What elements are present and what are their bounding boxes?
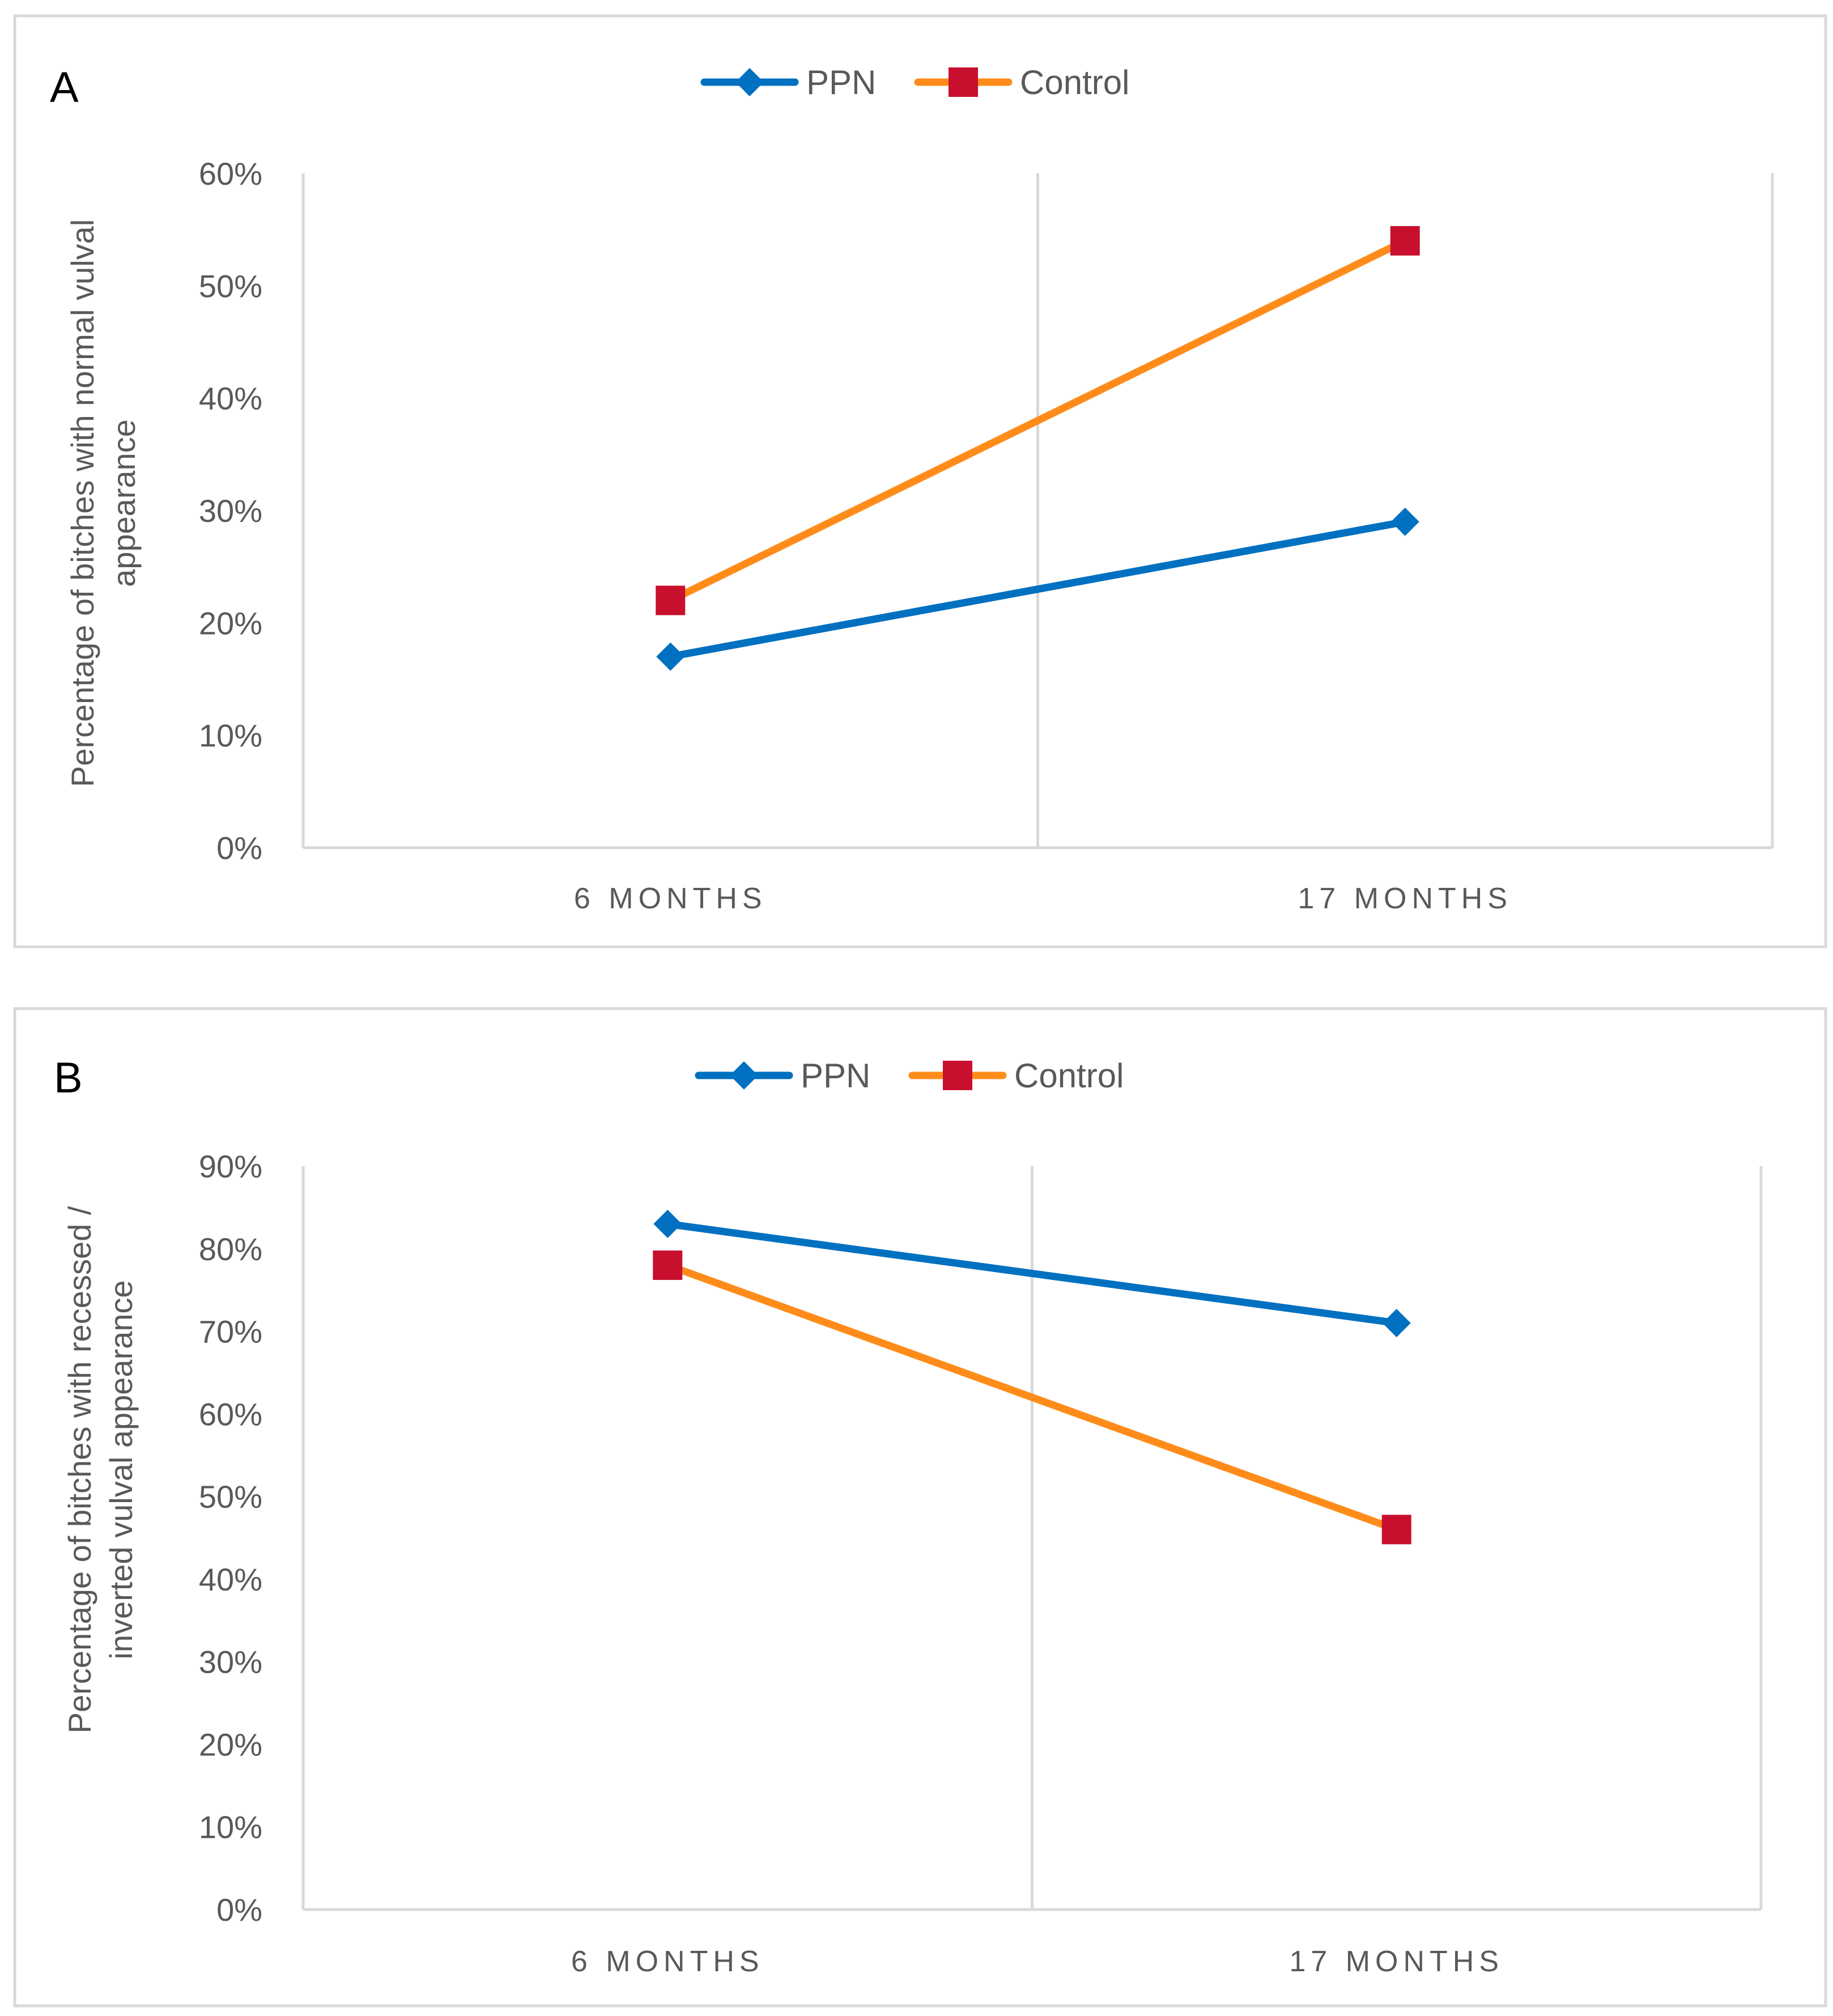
series-line <box>664 1261 1401 1533</box>
panel-frame <box>13 14 1827 949</box>
data-point-marker <box>1390 226 1420 256</box>
y-tick-label: 0% <box>216 1892 262 1928</box>
y-axis-title: inverted vulval appearance <box>103 1280 139 1659</box>
panel-label: A <box>50 63 79 112</box>
y-tick-label: 60% <box>199 156 262 192</box>
y-tick-label: 90% <box>199 1149 262 1184</box>
x-tick-label: 6 MONTHS <box>571 1945 764 1978</box>
legend-marker <box>730 1061 758 1090</box>
legend-item-control: Control <box>908 1057 1124 1095</box>
y-tick-label: 50% <box>199 1479 262 1515</box>
legend-label: Control <box>1020 63 1129 101</box>
series-ppn <box>656 507 1419 671</box>
legend-item-ppn: PPN <box>695 1057 870 1095</box>
y-tick-label: 20% <box>199 605 262 641</box>
y-axis-title: Percentage of bitches with recessed / <box>62 1206 97 1733</box>
series-line <box>666 237 1409 605</box>
data-point-marker <box>1382 1308 1411 1337</box>
series-line <box>664 1220 1401 1327</box>
legend-item-ppn: PPN <box>700 63 876 101</box>
data-point-marker <box>656 642 685 671</box>
x-tick-label: 17 MONTHS <box>1298 882 1512 915</box>
y-tick-label: 0% <box>216 830 262 866</box>
series-ppn <box>653 1210 1411 1337</box>
legend-label: PPN <box>806 63 876 101</box>
data-point-marker <box>653 1210 682 1239</box>
y-tick-label: 20% <box>199 1726 262 1762</box>
legend-marker <box>735 68 764 96</box>
x-tick-label: 17 MONTHS <box>1289 1945 1504 1978</box>
y-tick-label: 10% <box>199 1809 262 1845</box>
y-axis-title: Percentage of bitches with normal vulval <box>65 219 100 787</box>
y-tick-label: 70% <box>199 1314 262 1350</box>
y-tick-label: 50% <box>199 268 262 304</box>
y-tick-label: 10% <box>199 718 262 754</box>
data-point-marker <box>656 585 686 615</box>
y-tick-label: 60% <box>199 1396 262 1432</box>
x-tick-label: 6 MONTHS <box>574 882 767 915</box>
series-control <box>656 226 1420 615</box>
y-tick-label: 40% <box>199 1562 262 1597</box>
y-tick-label: 30% <box>199 493 262 529</box>
y-tick-label: 80% <box>199 1231 262 1267</box>
chart-panel-a: A 0% 10% 20% 30% 40% 50% 60% 6 MONTHS 17 MONTHS Pe… <box>13 14 1827 949</box>
panel-frame <box>13 1007 1827 2008</box>
legend-item-control: Control <box>914 63 1129 101</box>
legend-marker <box>949 67 978 97</box>
data-point-marker <box>653 1250 683 1280</box>
data-point-marker <box>1381 1515 1411 1545</box>
data-point-marker <box>1390 507 1419 536</box>
series-control <box>653 1250 1411 1545</box>
legend-marker <box>943 1061 972 1090</box>
panel-label: B <box>54 1054 83 1102</box>
y-axis-title: appearance <box>106 419 142 587</box>
chart-panel-b: B 0% 10% 20% 30% 40% 50% 60% 70% 80% 90% 6 MONTHS 17… <box>13 1007 1827 2008</box>
legend-label: PPN <box>801 1057 870 1095</box>
legend-label: Control <box>1014 1057 1124 1095</box>
y-tick-label: 40% <box>199 381 262 416</box>
series-line <box>666 518 1409 661</box>
y-tick-label: 30% <box>199 1644 262 1680</box>
